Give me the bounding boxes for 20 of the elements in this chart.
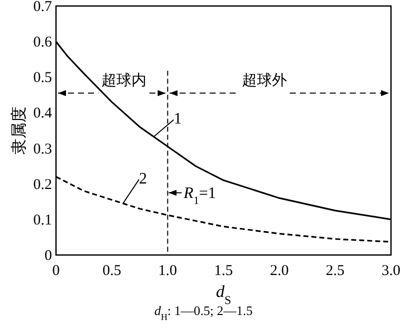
y-tick-label: 0.4 [33, 106, 52, 122]
y-tick-label: 0 [44, 248, 52, 264]
annotation: 超球内 [101, 71, 146, 90]
x-tick-label: 3.0 [382, 263, 400, 279]
y-tick-label: 0.3 [33, 141, 52, 158]
y-tick-label: 0.6 [33, 34, 52, 51]
series-label: 2 [139, 170, 147, 188]
x-tick-label: 2.0 [270, 263, 289, 279]
legend-label: 1 [174, 110, 182, 128]
x-tick-label: 1.5 [214, 263, 233, 279]
x-tick-label: 2.5 [326, 263, 345, 279]
annotation: 超球外 [242, 71, 287, 90]
ref-line-label: R$_{1}$=1 [182, 184, 216, 207]
y-tick-label: 0.2 [33, 176, 52, 193]
y-tick-label: 0.7 [33, 0, 52, 15]
y-axis-title: 隶属度 [9, 106, 28, 154]
y-tick-label: 0.5 [33, 70, 52, 86]
y-tick-label: 0.1 [33, 212, 52, 228]
x-tick-label: 1.0 [158, 263, 178, 279]
x-tick-label: 0.5 [102, 263, 122, 279]
